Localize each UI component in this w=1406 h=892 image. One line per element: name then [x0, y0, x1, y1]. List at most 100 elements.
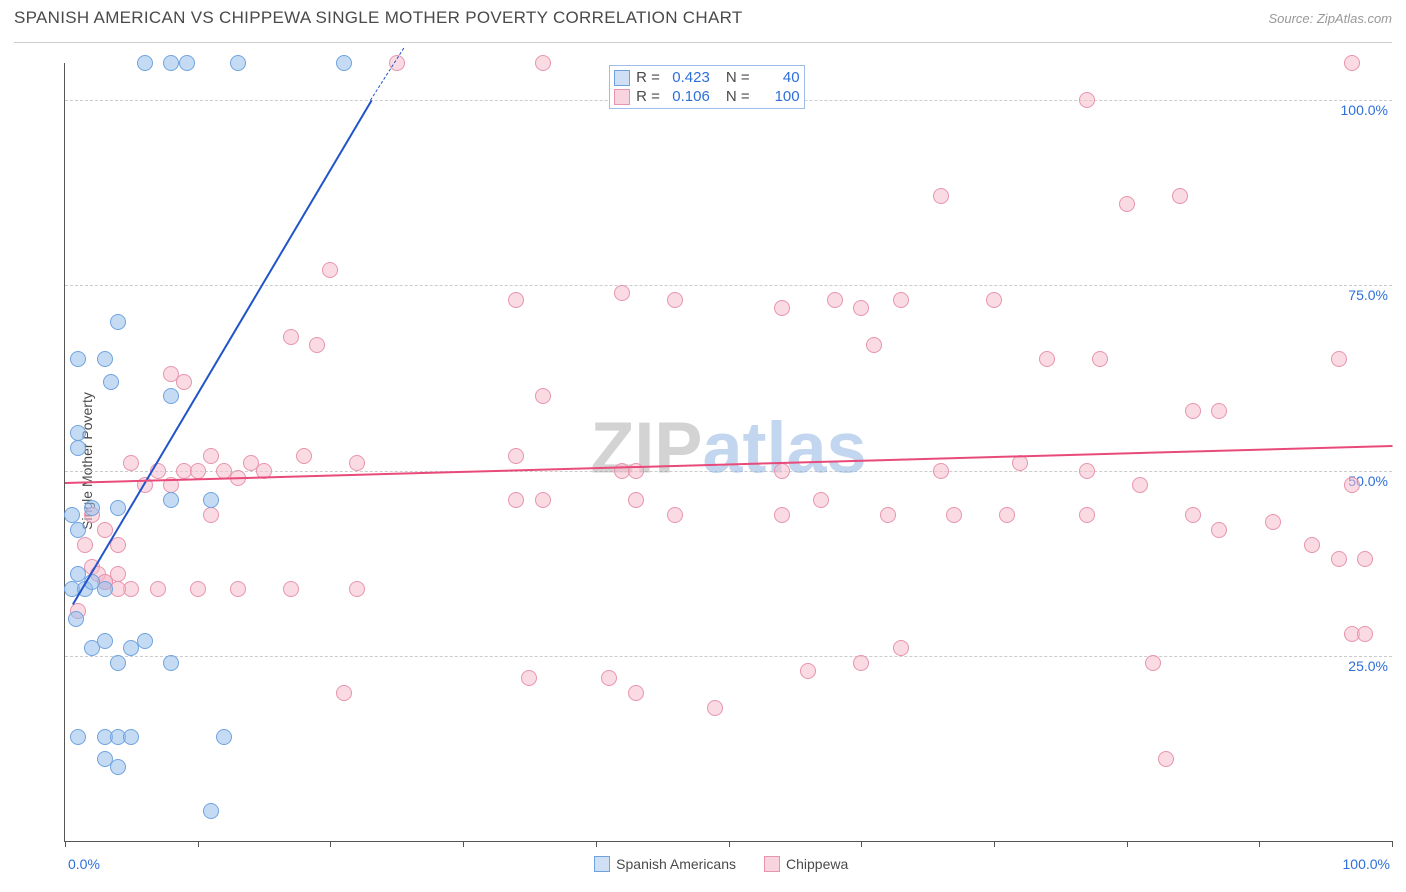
data-point [150, 581, 166, 597]
data-point [933, 188, 949, 204]
legend-bottom: Spanish Americans Chippewa [594, 850, 848, 872]
trend-line [370, 48, 404, 100]
chart-area: Single Mother Poverty 25.0%50.0%75.0%100… [14, 42, 1392, 878]
data-point [800, 663, 816, 679]
data-point [123, 455, 139, 471]
data-point [1357, 551, 1373, 567]
data-point [880, 507, 896, 523]
data-point [97, 522, 113, 538]
legend-item: Spanish Americans [594, 856, 736, 872]
data-point [97, 633, 113, 649]
data-point [1344, 477, 1360, 493]
data-point [179, 55, 195, 71]
data-point [601, 670, 617, 686]
data-point [1145, 655, 1161, 671]
legend-label: Spanish Americans [616, 856, 736, 872]
legend-swatch [614, 70, 630, 86]
chart-header: SPANISH AMERICAN VS CHIPPEWA SINGLE MOTH… [0, 0, 1406, 32]
data-point [64, 507, 80, 523]
chart-title: SPANISH AMERICAN VS CHIPPEWA SINGLE MOTH… [14, 8, 743, 28]
data-point [230, 55, 246, 71]
data-point [813, 492, 829, 508]
data-point [1012, 455, 1028, 471]
data-point [84, 500, 100, 516]
data-point [336, 685, 352, 701]
source-label: Source: ZipAtlas.com [1268, 11, 1392, 26]
data-point [70, 351, 86, 367]
data-point [1331, 351, 1347, 367]
data-point [707, 700, 723, 716]
data-point [1304, 537, 1320, 553]
legend-item: Chippewa [764, 856, 848, 872]
data-point [1211, 403, 1227, 419]
data-point [827, 292, 843, 308]
data-point [628, 685, 644, 701]
data-point [97, 581, 113, 597]
data-point [1265, 514, 1281, 530]
y-tick-label: 100.0% [1341, 102, 1388, 118]
data-point [163, 388, 179, 404]
data-point [70, 522, 86, 538]
data-point [893, 640, 909, 656]
trend-line [72, 100, 372, 605]
data-point [1357, 626, 1373, 642]
data-point [203, 448, 219, 464]
data-point [296, 448, 312, 464]
data-point [137, 633, 153, 649]
data-point [203, 507, 219, 523]
data-point [322, 262, 338, 278]
data-point [853, 655, 869, 671]
y-tick-label: 25.0% [1348, 658, 1388, 674]
data-point [535, 492, 551, 508]
data-point [986, 292, 1002, 308]
chart-footer: 0.0% Spanish AmericansChippewa 100.0% [64, 844, 1392, 878]
data-point [203, 492, 219, 508]
data-point [163, 55, 179, 71]
legend-label: Chippewa [786, 856, 848, 872]
data-point [1185, 403, 1201, 419]
data-point [774, 300, 790, 316]
data-point [628, 492, 644, 508]
data-point [667, 507, 683, 523]
data-point [1092, 351, 1108, 367]
data-point [283, 581, 299, 597]
gridline [65, 656, 1392, 657]
data-point [216, 729, 232, 745]
x-axis-max-label: 100.0% [1343, 856, 1390, 872]
data-point [1211, 522, 1227, 538]
data-point [853, 300, 869, 316]
data-point [1079, 463, 1095, 479]
x-tick [1392, 841, 1393, 847]
data-point [774, 463, 790, 479]
data-point [1158, 751, 1174, 767]
data-point [1185, 507, 1201, 523]
plot-region: 25.0%50.0%75.0%100.0%ZIPatlasR =0.423 N … [64, 63, 1392, 842]
data-point [163, 655, 179, 671]
data-point [614, 285, 630, 301]
correlation-legend-row: R =0.423 N =40 [614, 68, 800, 87]
data-point [110, 314, 126, 330]
data-point [508, 448, 524, 464]
data-point [77, 537, 93, 553]
data-point [1079, 507, 1095, 523]
data-point [1344, 55, 1360, 71]
data-point [230, 581, 246, 597]
data-point [999, 507, 1015, 523]
data-point [70, 425, 86, 441]
data-point [1132, 477, 1148, 493]
data-point [774, 507, 790, 523]
data-point [110, 500, 126, 516]
data-point [508, 292, 524, 308]
data-point [866, 337, 882, 353]
correlation-legend-row: R =0.106 N =100 [614, 87, 800, 106]
data-point [1172, 188, 1188, 204]
data-point [667, 292, 683, 308]
correlation-legend: R =0.423 N =40R =0.106 N =100 [609, 65, 805, 109]
data-point [176, 374, 192, 390]
data-point [110, 655, 126, 671]
legend-swatch [764, 856, 780, 872]
data-point [336, 55, 352, 71]
data-point [123, 729, 139, 745]
data-point [283, 329, 299, 345]
data-point [521, 670, 537, 686]
